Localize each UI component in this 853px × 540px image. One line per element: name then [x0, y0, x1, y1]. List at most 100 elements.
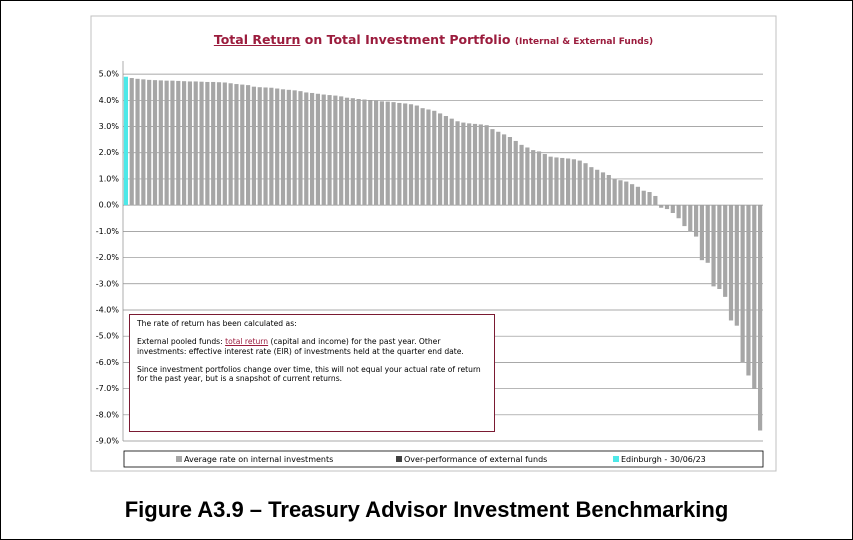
bar: [757, 205, 763, 431]
bar: [484, 125, 489, 206]
bar: [571, 159, 577, 206]
bar: [635, 186, 641, 206]
bar: [298, 91, 303, 206]
bar: [659, 205, 664, 208]
title-underlined: Total Return: [213, 32, 301, 47]
bar: [670, 205, 675, 213]
bar: [321, 94, 326, 206]
y-tick-label: -8.0%: [96, 410, 120, 419]
bar: [181, 81, 187, 206]
bar: [286, 89, 291, 206]
bar: [618, 180, 623, 206]
bar: [490, 129, 495, 206]
bar: [717, 205, 722, 289]
bar: [600, 172, 606, 206]
bar: [688, 205, 693, 232]
bar: [292, 90, 297, 206]
bar: [641, 190, 646, 206]
bar: [676, 205, 681, 219]
bar: [228, 83, 233, 206]
bar: [699, 205, 705, 261]
annotation-line: The rate of return has been calculated a…: [137, 319, 297, 328]
bar: [705, 205, 710, 263]
bar: [426, 109, 431, 206]
legend-swatch: [176, 456, 182, 462]
bar: [391, 102, 396, 206]
bar: [647, 192, 652, 206]
bar: [531, 150, 536, 206]
legend-label: Over-performance of external funds: [404, 455, 547, 464]
bar: [333, 95, 338, 206]
bar: [432, 110, 437, 206]
annotation-text: (capital and income) for the past year. …: [137, 336, 464, 356]
y-tick-label: 3.0%: [99, 122, 120, 131]
y-tick-label: 1.0%: [99, 174, 120, 183]
bar: [472, 123, 478, 206]
legend-label: Edinburgh - 30/06/23: [621, 455, 706, 464]
bar: [560, 157, 565, 206]
bar: [682, 205, 687, 227]
annotation-line: Since investment portfolios change over …: [137, 364, 481, 384]
y-tick-label: 4.0%: [99, 96, 120, 105]
bar: [496, 131, 501, 206]
bar: [728, 205, 734, 321]
title-note: (Internal & External Funds): [514, 37, 654, 47]
bar: [437, 113, 443, 206]
bar: [583, 163, 588, 206]
bar: [664, 205, 670, 210]
bar: [193, 81, 198, 206]
bar: [577, 160, 582, 206]
y-tick-label: -1.0%: [96, 227, 120, 236]
bar: [275, 88, 280, 206]
annotation-line: External pooled funds: total return (cap…: [137, 337, 487, 357]
bar: [129, 78, 134, 206]
y-tick-label: -5.0%: [96, 332, 120, 341]
y-tick-label: -2.0%: [96, 253, 120, 262]
bar: [164, 80, 169, 206]
bar: [478, 124, 483, 206]
bar: [589, 167, 594, 206]
bar: [257, 87, 262, 206]
bar: [123, 76, 129, 206]
bar: [280, 89, 286, 206]
bar: [455, 121, 460, 206]
annotation-link[interactable]: total return: [225, 336, 269, 346]
bar: [565, 158, 571, 206]
figure-caption: Figure A3.9 – Treasury Advisor Investmen…: [124, 497, 729, 522]
bar: [414, 105, 419, 206]
bar: [449, 118, 454, 206]
bar: [629, 184, 635, 206]
bar: [315, 93, 321, 206]
bar: [461, 122, 466, 206]
bar: [152, 80, 158, 206]
bar: [746, 205, 751, 376]
bar: [624, 181, 629, 206]
chart-title: Total Return on Total Investment Portfol…: [91, 32, 776, 47]
bar: [420, 108, 425, 206]
bar: [356, 99, 361, 206]
bar: [379, 101, 385, 206]
bar: [536, 151, 542, 206]
bar: [216, 82, 222, 206]
bar: [554, 157, 559, 206]
bar: [513, 140, 518, 206]
bar: [723, 205, 728, 297]
bar: [606, 175, 611, 206]
bar: [368, 100, 373, 206]
bar: [653, 195, 658, 206]
legend-label: Average rate on internal investments: [184, 455, 333, 464]
bar: [548, 156, 553, 206]
bar: [176, 80, 181, 206]
bar: [612, 178, 617, 206]
bar: [734, 205, 739, 326]
bar: [519, 144, 524, 206]
bar: [397, 102, 402, 206]
bar: [309, 92, 315, 206]
bar: [752, 205, 757, 389]
bar: [344, 97, 350, 206]
bar: [350, 98, 355, 206]
bar: [467, 123, 472, 206]
title-main: on Total Investment Portfolio: [304, 32, 511, 47]
bar: [595, 169, 600, 206]
